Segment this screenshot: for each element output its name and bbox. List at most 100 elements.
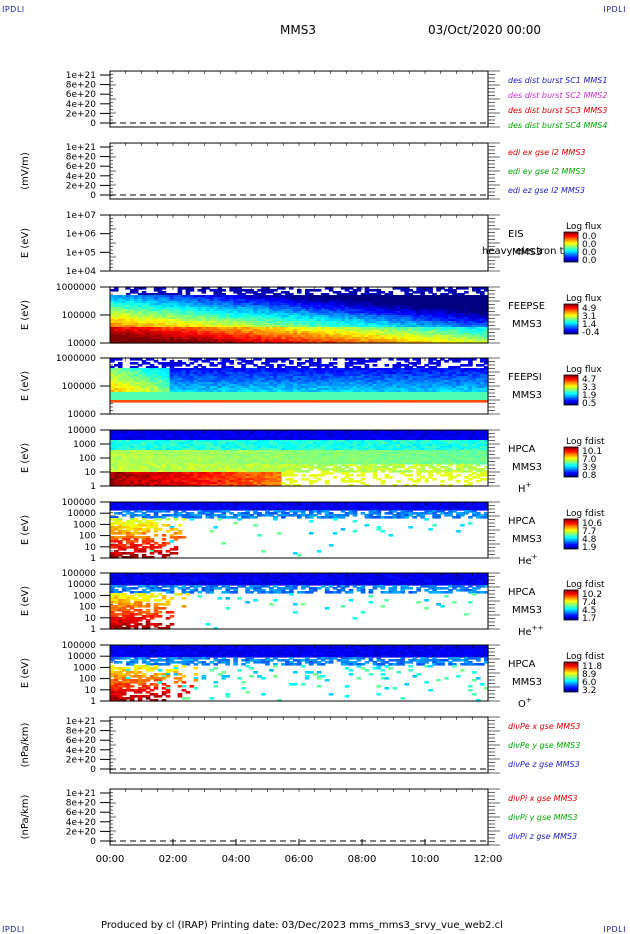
heatmap-cell — [328, 362, 334, 365]
heatmap-cell — [169, 331, 175, 334]
heatmap-cell — [217, 293, 223, 296]
heatmap-cell — [452, 333, 457, 336]
heatmap-cell — [133, 321, 139, 324]
heatmap-cell — [129, 329, 135, 332]
heatmap-cell — [121, 440, 127, 443]
heatmap-cell — [249, 337, 254, 340]
heatmap-cell — [133, 480, 139, 483]
heatmap-cell — [165, 321, 171, 324]
heatmap-cell — [312, 388, 318, 391]
heatmap-cell — [348, 299, 354, 302]
heatmap-cell — [121, 430, 127, 433]
heatmap-cell — [221, 321, 226, 324]
heatmap-cell — [476, 378, 481, 381]
heatmap-cell — [141, 337, 147, 340]
heatmap-cell — [173, 331, 179, 334]
heatmap-cell — [436, 303, 441, 306]
heatmap-cell — [436, 392, 441, 395]
heatmap-cell — [352, 384, 358, 387]
heatmap-cell — [456, 325, 461, 328]
heatmap-cell — [129, 466, 135, 469]
heatmap-cell — [424, 374, 429, 377]
heatmap-cell — [356, 311, 362, 314]
heatmap-cell — [209, 358, 215, 361]
heatmap-cell — [113, 378, 119, 381]
heatmap-cell — [432, 321, 437, 324]
heatmap-cell — [420, 370, 425, 373]
heatmap-cell — [233, 400, 238, 403]
heatmap-cell — [113, 329, 119, 332]
heatmap-cell — [388, 388, 394, 391]
heatmap-cell — [328, 341, 334, 344]
heatmap-cell — [141, 434, 147, 437]
heatmap-cell — [352, 341, 358, 344]
heatmap-cell — [281, 335, 286, 338]
heatmap-cell — [161, 291, 167, 294]
heatmap-cell — [300, 394, 306, 397]
heatmap-cell — [384, 339, 390, 342]
heatmap-cell — [173, 364, 179, 367]
heatmap-cell — [125, 386, 131, 389]
heatmap-cell — [396, 299, 402, 302]
heatmap-cell — [253, 370, 258, 373]
heatmap-cell — [428, 400, 433, 403]
heatmap-cell — [472, 398, 477, 401]
heatmap-cell — [460, 311, 465, 314]
heatmap-cell — [137, 476, 143, 479]
colorbar — [563, 374, 579, 406]
heatmap-cell — [145, 380, 151, 383]
heatmap-cell — [312, 303, 318, 306]
heatmap-cell — [380, 307, 386, 310]
heatmap-cell — [480, 372, 485, 375]
heatmap-cell — [117, 311, 123, 314]
heatmap-cell — [237, 388, 242, 391]
heatmap-cell — [396, 321, 402, 324]
heatmap-cell — [169, 321, 175, 324]
colorbar-tick: 0.0 — [582, 232, 597, 242]
heatmap-cell — [145, 295, 151, 298]
heatmap-cell — [110, 331, 115, 334]
heatmap-cell — [125, 456, 131, 459]
heatmap-cell — [456, 382, 461, 385]
heatmap-cell — [476, 394, 481, 397]
heatmap-cell — [281, 313, 286, 316]
heatmap-cell — [169, 341, 175, 344]
heatmap-cell — [432, 378, 437, 381]
heatmap-cell — [384, 400, 390, 403]
heatmap-cell — [368, 301, 374, 304]
heatmap-cell — [229, 398, 234, 401]
heatmap-cell — [324, 374, 330, 377]
heatmap-cell — [145, 476, 151, 479]
heatmap-cell — [432, 335, 437, 338]
heatmap-cell — [360, 295, 366, 298]
heatmap-cell — [249, 374, 254, 377]
heatmap-cell — [380, 329, 386, 332]
heatmap-cell — [460, 307, 465, 310]
heatmap-cell — [213, 311, 219, 314]
heatmap-cell — [193, 319, 199, 322]
heatmap-cell — [129, 480, 135, 483]
heatmap-cell — [121, 390, 127, 393]
heatmap-cell — [468, 323, 473, 326]
heatmap-cell — [392, 311, 398, 314]
heatmap-cell — [233, 305, 238, 308]
heatmap-cell — [352, 339, 358, 342]
heatmap-cell — [141, 440, 147, 443]
heatmap-cell — [344, 376, 350, 379]
heatmap-cell — [133, 438, 139, 441]
heatmap-cell — [297, 368, 302, 371]
heatmap-cell — [205, 337, 211, 340]
heatmap-cell — [189, 311, 195, 314]
heatmap-cell — [308, 374, 314, 377]
heatmap-cell — [440, 370, 445, 373]
heatmap-cell — [261, 388, 266, 391]
heatmap-cell — [392, 366, 398, 369]
heatmap-cell — [472, 297, 477, 300]
heatmap-cell — [201, 287, 207, 290]
heatmap-cell — [304, 333, 310, 336]
heatmap-cell — [376, 358, 382, 361]
heatmap-cell — [400, 388, 406, 391]
heatmap-cell — [388, 291, 394, 294]
heatmap-cell — [384, 388, 390, 391]
heatmap-cell — [141, 333, 147, 336]
